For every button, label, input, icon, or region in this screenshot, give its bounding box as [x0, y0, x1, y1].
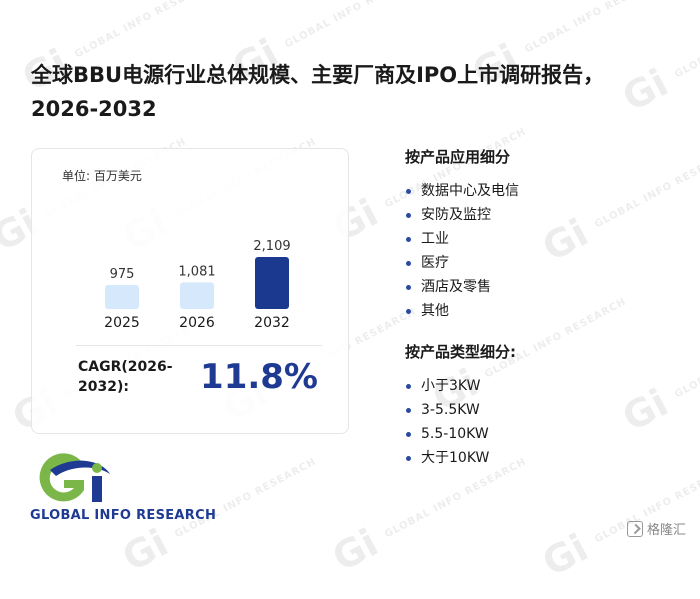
- application-segment-title: 按产品应用细分: [405, 148, 511, 166]
- card-divider: [76, 345, 322, 346]
- watermark-text: GLOBAL INFO RESEARCH: [593, 146, 700, 231]
- value-label-2032: 2,109: [253, 239, 290, 254]
- watermark-logo-icon: Gi: [615, 380, 675, 440]
- bullet-icon: [406, 309, 411, 314]
- brand-name: GLOBAL INFO RESEARCH: [30, 508, 217, 523]
- gi-logo-icon: [39, 453, 110, 502]
- unit-label: 单位: 百万美元: [62, 169, 142, 183]
- bullet-icon: [406, 456, 411, 461]
- type-segment-list: 小于3KW 3-5.5KW 5.5-10KW 大于10KW: [405, 374, 516, 470]
- list-item-label: 小于3KW: [421, 378, 481, 394]
- value-label-2025: 975: [110, 267, 135, 282]
- cagr-value: 11.8%: [200, 357, 318, 397]
- list-item: 大于10KW: [405, 446, 516, 470]
- list-item-label: 工业: [421, 231, 449, 247]
- list-item-label: 数据中心及电信: [421, 183, 519, 199]
- list-item: 酒店及零售: [405, 275, 519, 299]
- page-title: 全球BBU电源行业总体规模、主要厂商及IPO上市调研报告，2026-2032: [31, 63, 605, 121]
- watermark-logo-icon: Gi: [115, 520, 175, 580]
- bar-2026: [180, 282, 214, 309]
- bullet-icon: [406, 432, 411, 437]
- value-label-2026: 1,081: [178, 264, 215, 279]
- source-badge: 格隆汇: [626, 519, 686, 538]
- watermark-text: GLOBAL INFO RESEARCH: [283, 0, 429, 51]
- list-item-label: 5.5-10KW: [421, 426, 489, 442]
- application-segment-section: 按产品应用细分 数据中心及电信 安防及监控 工业 医疗 酒店及零售 其他: [405, 146, 519, 323]
- bullet-icon: [406, 408, 411, 413]
- bullet-icon: [406, 189, 411, 194]
- source-label: 格隆汇: [646, 523, 686, 538]
- list-item-label: 大于10KW: [421, 450, 490, 466]
- bullet-icon: [406, 384, 411, 389]
- list-item: 医疗: [405, 251, 519, 275]
- list-item: 安防及监控: [405, 203, 519, 227]
- cagr-label: CAGR(2026-2032):: [78, 359, 173, 395]
- list-item-label: 3-5.5KW: [421, 402, 480, 418]
- gelonghui-icon: [626, 520, 643, 537]
- bar-2025: [105, 284, 139, 309]
- list-item-label: 其他: [421, 303, 449, 319]
- watermark-text: GLOBAL INFO RESEARCH: [73, 0, 219, 61]
- list-item: 其他: [405, 299, 519, 323]
- bullet-icon: [406, 237, 411, 242]
- bullet-icon: [406, 261, 411, 266]
- bullet-icon: [406, 213, 411, 218]
- market-size-card: 单位: 百万美元 975 2025 1,081 2026 2,109 2032 CAGR(…: [31, 148, 349, 434]
- list-item: 3-5.5KW: [405, 398, 516, 422]
- watermark-text: GLOBAL INFO RESEARCH: [673, 316, 700, 401]
- type-segment-title: 按产品类型细分:: [405, 343, 516, 361]
- bullet-icon: [406, 285, 411, 290]
- watermark-logo-icon: Gi: [535, 525, 595, 585]
- bar-2032: [255, 257, 289, 309]
- watermark-logo-icon: Gi: [325, 520, 385, 580]
- category-label-2026: 2026: [179, 315, 215, 331]
- watermark-logo-icon: Gi: [535, 210, 595, 270]
- application-segment-list: 数据中心及电信 安防及监控 工业 医疗 酒店及零售 其他: [405, 179, 519, 323]
- list-item: 数据中心及电信: [405, 179, 519, 203]
- list-item-label: 酒店及零售: [421, 279, 491, 295]
- list-item: 5.5-10KW: [405, 422, 516, 446]
- list-item: 小于3KW: [405, 374, 516, 398]
- watermark-text: GLOBAL INFO RESEARCH: [673, 0, 700, 81]
- bar-chart: 975 2025 1,081 2026 2,109 2032: [104, 239, 290, 331]
- list-item-label: 医疗: [421, 255, 449, 271]
- category-label-2025: 2025: [104, 315, 140, 331]
- category-label-2032: 2032: [254, 315, 290, 331]
- type-segment-section: 按产品类型细分: 小于3KW 3-5.5KW 5.5-10KW 大于10KW: [405, 341, 516, 470]
- list-item: 工业: [405, 227, 519, 251]
- watermark-text: GLOBAL INFO RESEARCH: [523, 0, 669, 56]
- brand-logo: GLOBAL INFO RESEARCH: [30, 452, 240, 524]
- list-item-label: 安防及监控: [421, 207, 491, 223]
